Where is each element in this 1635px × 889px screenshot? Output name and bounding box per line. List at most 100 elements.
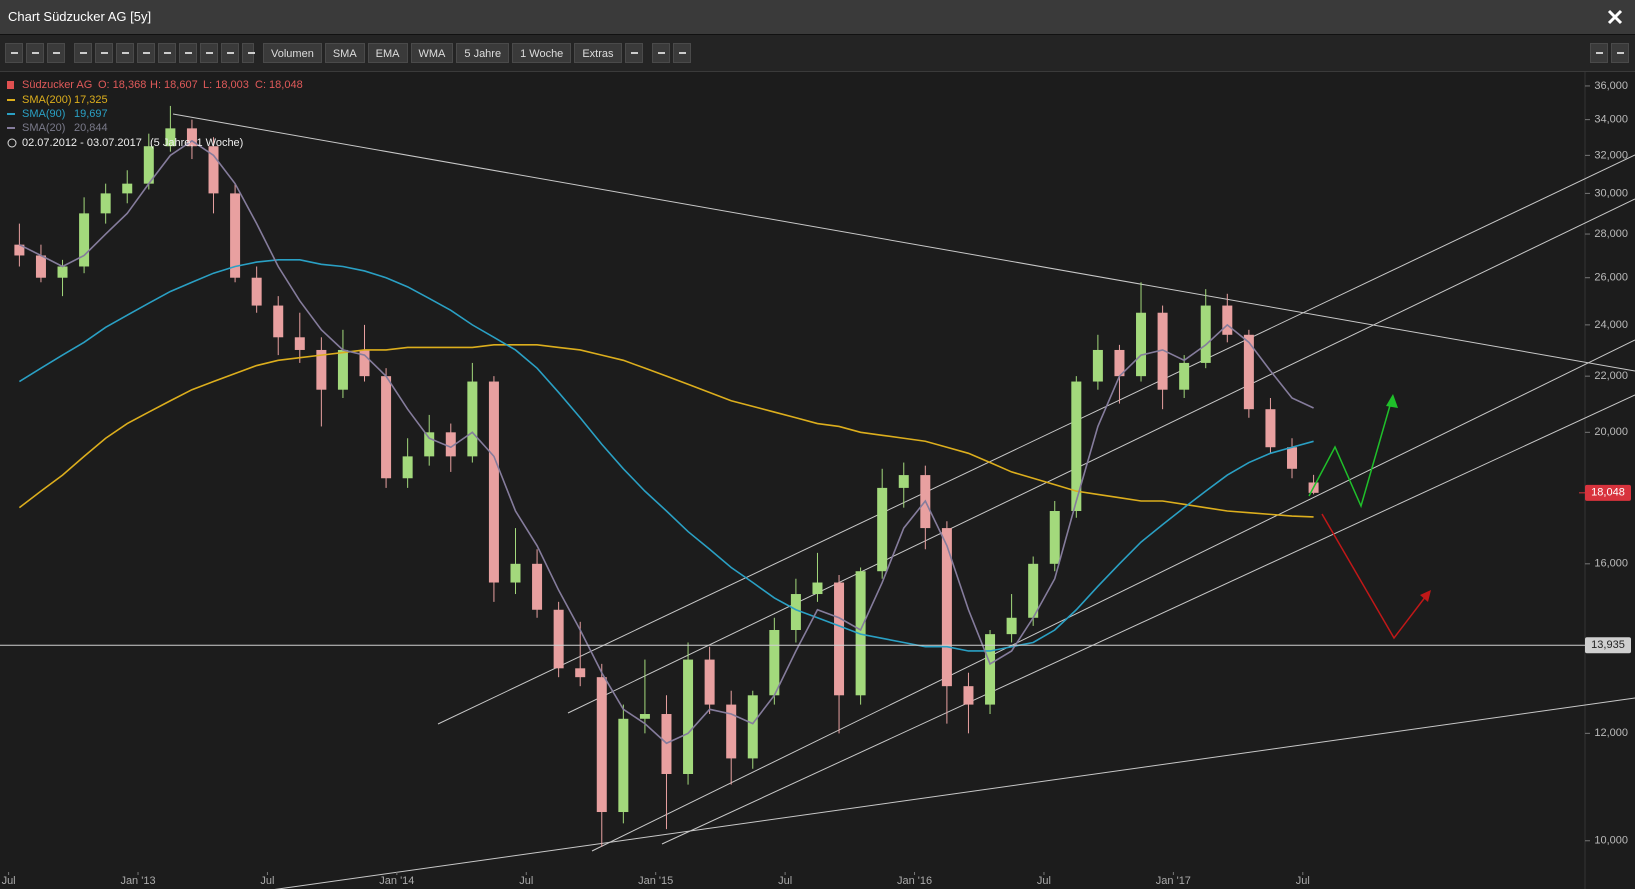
- candle-body: [1265, 409, 1276, 448]
- candle-body: [337, 349, 348, 390]
- candle-body: [208, 146, 219, 194]
- candle-body: [122, 183, 133, 194]
- candle-body: [424, 432, 435, 457]
- candle-body: [1179, 362, 1190, 390]
- ohlc-label: L: 18,003: [203, 79, 249, 91]
- candle-body: [1136, 312, 1147, 377]
- candle-body: [186, 128, 197, 147]
- y-tick-label: 22,000: [1594, 370, 1628, 382]
- trendline: [172, 113, 1635, 372]
- price-label-box: [1585, 484, 1631, 501]
- y-tick-label: 36,000: [1594, 80, 1628, 92]
- candle-body: [445, 432, 456, 457]
- y-tick-label: 24,000: [1594, 319, 1628, 331]
- grid-icon[interactable]: [47, 43, 65, 63]
- bell-icon[interactable]: [624, 43, 643, 63]
- x-tick-label: Jul: [1296, 875, 1310, 887]
- y-tick-label: 26,000: [1594, 272, 1628, 284]
- toolbar-button[interactable]: 5 Jahre: [456, 43, 510, 63]
- candle-body: [467, 381, 478, 457]
- candle-body: [402, 456, 413, 479]
- candle-body: [704, 659, 715, 705]
- undo-icon[interactable]: [672, 43, 691, 63]
- candle-body: [963, 686, 974, 705]
- candle-body: [575, 668, 586, 678]
- pointer-tool[interactable]: [221, 43, 239, 63]
- x-tick-label: Jul: [778, 875, 792, 887]
- candle-body: [230, 193, 241, 278]
- settings-icon[interactable]: [5, 43, 23, 63]
- candle-body: [683, 659, 694, 774]
- y-tick-label: 30,000: [1594, 187, 1628, 199]
- sma-line: [19, 139, 1314, 745]
- legend: Südzucker AG O: 18,368 H: 18,607 L: 18,0…: [7, 79, 303, 149]
- sma-line: [18, 344, 1314, 518]
- x-tick-label: Jul: [519, 875, 533, 887]
- x-tick-label: Jan '14: [379, 875, 414, 887]
- x-tick-label: Jul: [1037, 875, 1051, 887]
- candle-body: [1157, 312, 1168, 390]
- candle-body: [1028, 563, 1039, 618]
- candle-body: [488, 381, 499, 583]
- trendline: [591, 339, 1635, 852]
- toolbar-button[interactable]: WMA: [410, 43, 454, 63]
- window-title: Chart Südzucker AG [5y]: [8, 9, 152, 24]
- candle-body: [618, 718, 629, 813]
- price-label: 13,935: [1591, 639, 1625, 651]
- candle-body: [273, 305, 284, 338]
- candle-body: [985, 634, 996, 705]
- toolbar-buttons: Volumen SMA EMA WMA 5 Jahre 1 Woche Extras: [263, 43, 622, 63]
- x-tick-label: Jul: [2, 875, 16, 887]
- x-tick-label: Jan '15: [638, 875, 673, 887]
- toolbar-button[interactable]: Volumen: [263, 43, 322, 63]
- close-button[interactable]: [1607, 9, 1623, 25]
- trendline: [661, 394, 1635, 845]
- candle-body: [100, 193, 111, 214]
- toolbar-button[interactable]: 1 Woche: [512, 43, 572, 63]
- view-icon[interactable]: [1590, 43, 1608, 63]
- ohlc-label: H: 18,607: [150, 79, 198, 91]
- price-label: 18,048: [1591, 487, 1625, 499]
- candle-body: [855, 571, 866, 696]
- candle-body: [941, 528, 952, 687]
- candle-body: [143, 146, 154, 184]
- candle-body: [747, 695, 758, 759]
- trendline: [567, 198, 1635, 714]
- candle-body: [510, 563, 521, 583]
- arc-tool[interactable]: [200, 43, 218, 63]
- y-tick-label: 28,000: [1594, 228, 1628, 240]
- toolbar-button[interactable]: SMA: [324, 43, 365, 63]
- fib-tool[interactable]: [116, 43, 134, 63]
- candle-body: [790, 594, 801, 631]
- legend-name: SMA(90): [22, 108, 65, 120]
- search-icon[interactable]: [26, 43, 44, 63]
- arrowhead: [1420, 590, 1431, 602]
- price-label-box: [1585, 637, 1631, 654]
- hline-tool[interactable]: [137, 43, 155, 63]
- dropdown[interactable]: [242, 43, 255, 63]
- candle-body: [639, 714, 650, 719]
- chart: 10,00012,00014,00016,00018,00020,00022,0…: [0, 72, 1635, 889]
- toolbar-button[interactable]: Extras: [574, 43, 622, 63]
- candle-body: [532, 563, 543, 610]
- y-tick-label: 20,000: [1594, 426, 1628, 438]
- pen-tool[interactable]: [179, 43, 197, 63]
- y-tick-label: 34,000: [1594, 114, 1628, 126]
- candle-body: [1243, 334, 1254, 410]
- instrument-name: Südzucker AG: [22, 79, 92, 91]
- sma-line: [18, 259, 1314, 652]
- candle-body: [57, 266, 68, 278]
- dotline-tool[interactable]: [158, 43, 176, 63]
- zoom-icon[interactable]: [651, 43, 670, 63]
- candle-body: [1071, 381, 1082, 512]
- x-tick-label: Jan '13: [120, 875, 155, 887]
- indicator-icon[interactable]: [1611, 43, 1629, 63]
- legend-value: 20,844: [74, 122, 108, 134]
- candle-body: [294, 337, 305, 350]
- candle-body: [1092, 349, 1103, 382]
- line-tool[interactable]: [95, 43, 113, 63]
- candle-body: [1006, 617, 1017, 635]
- toolbar-button[interactable]: EMA: [367, 43, 408, 63]
- text-tool[interactable]: [74, 43, 92, 63]
